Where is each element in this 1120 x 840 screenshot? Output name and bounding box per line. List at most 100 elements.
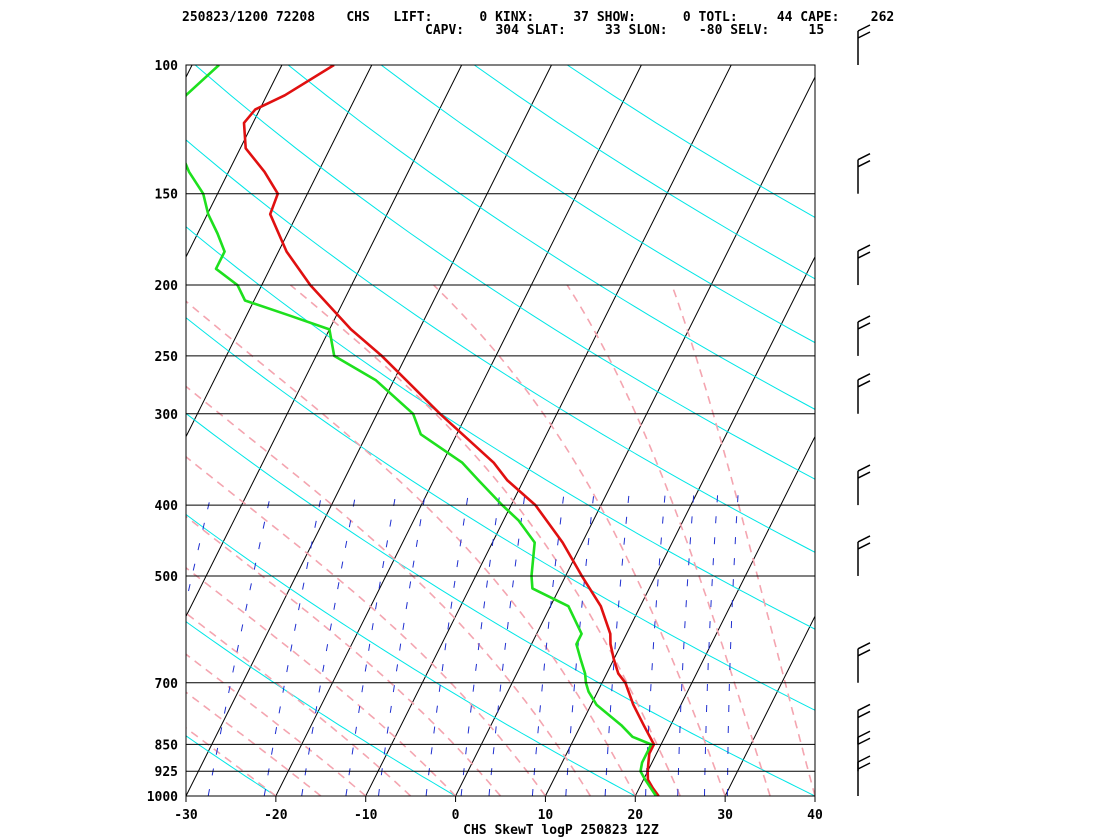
- isotherm-line: [905, 65, 1120, 796]
- isotherm-line: [724, 615, 815, 796]
- moist-adiabat: [186, 515, 502, 796]
- mixing-ratio-line: [604, 488, 630, 796]
- dry-adiabat: [380, 65, 815, 344]
- wind-barb-flag: [857, 244, 871, 252]
- pressure-tick-label: 500: [155, 570, 179, 585]
- temperature-tick-label: -30: [174, 808, 198, 823]
- moist-adiabat: [186, 727, 277, 796]
- wind-barb-flag: [857, 542, 871, 550]
- wind-barb: [857, 755, 871, 796]
- wind-barb-flag: [857, 710, 871, 719]
- mixing-ratio-line: [263, 488, 324, 796]
- isotherm-line: [0, 65, 12, 796]
- wind-barb-flag: [857, 322, 871, 330]
- temperature-tick-label: 30: [717, 808, 733, 823]
- wind-barb-flag: [857, 649, 871, 657]
- dewpoint-profile: [186, 65, 658, 796]
- plot-frame: [185, 64, 816, 797]
- isotherm-line: [814, 794, 815, 796]
- wind-barb: [857, 703, 871, 745]
- pressure-tick-label: 400: [155, 499, 179, 514]
- wind-barb-flag: [857, 471, 871, 479]
- wind-barb-flag: [857, 730, 871, 738]
- dry-adiabat: [287, 65, 815, 410]
- chart-title: CHS SkewT logP 250823 12Z: [463, 823, 659, 838]
- isotherm-line: [455, 76, 815, 796]
- wind-barb: [857, 24, 871, 65]
- isotherm-line: [186, 65, 463, 618]
- mixing-ratio-line: [488, 488, 527, 796]
- wind-barb: [857, 244, 871, 286]
- temperature-tick-label: 0: [452, 808, 460, 823]
- dry-adiabat: [567, 65, 815, 218]
- moist-adiabat: [186, 612, 412, 796]
- moist-adiabat: [186, 300, 637, 796]
- dry-adiabat: [194, 65, 815, 480]
- dry-adiabat: [186, 735, 277, 796]
- wind-barb-flag: [857, 24, 871, 32]
- isotherm-line: [186, 65, 552, 796]
- dry-adiabat: [186, 139, 815, 553]
- moist-adiabat: [289, 284, 681, 796]
- isotherm-line: [634, 435, 815, 796]
- wind-barb: [857, 315, 871, 356]
- moist-adiabat: [186, 566, 457, 796]
- wind-barb-flag: [857, 160, 871, 168]
- dry-adiabat: [186, 513, 636, 796]
- wind-barb: [857, 464, 871, 506]
- wind-barb-flag: [857, 703, 871, 712]
- wind-barb-flag: [857, 31, 871, 39]
- mixing-ratio-line: [565, 488, 595, 796]
- isotherm-line: [544, 255, 815, 796]
- wind-barb-flag: [857, 251, 871, 259]
- pressure-tick-label: 150: [155, 188, 179, 203]
- pressure-tick-label: 200: [155, 279, 179, 294]
- mixing-ratio-line: [425, 488, 470, 796]
- pressure-tick-label: 1000: [147, 790, 178, 805]
- mixing-ratio-line: [301, 488, 358, 796]
- isotherm-line: [186, 65, 373, 438]
- wind-barb: [857, 153, 871, 194]
- wind-barb: [857, 373, 871, 414]
- isotherm-line: [186, 65, 283, 258]
- pressure-tick-label: 700: [155, 677, 179, 692]
- wind-barb-flag: [857, 737, 871, 745]
- wind-barb-flag: [857, 315, 871, 323]
- mixing-ratio-line: [726, 488, 739, 796]
- wind-barb-flag: [857, 373, 871, 381]
- temperature-tick-label: 40: [807, 808, 823, 823]
- isotherm-line: [0, 65, 102, 796]
- moist-adiabat: [433, 284, 726, 796]
- temperature-tick-label: 10: [538, 808, 554, 823]
- isotherm-line: [365, 65, 732, 796]
- mixing-ratio-line: [460, 488, 501, 796]
- mixing-ratio-line: [531, 488, 565, 796]
- pressure-tick-label: 300: [155, 408, 179, 423]
- moist-adiabat: [186, 385, 592, 796]
- pressure-tick-label: 850: [155, 738, 179, 753]
- header-line-1: 250823/1200 72208 CHS LIFT: 0 KINX: 37 S…: [182, 10, 895, 25]
- mixing-ratio-line: [645, 488, 667, 796]
- wind-barb-flag: [857, 762, 871, 770]
- mixing-ratio-line: [345, 488, 398, 796]
- temperature-tick-label: -10: [354, 808, 378, 823]
- pressure-tick-label: 925: [155, 765, 178, 780]
- mixing-ratio-line: [186, 488, 213, 605]
- temperature-tick-label: -20: [264, 808, 288, 823]
- mixing-ratio-line: [704, 488, 719, 796]
- moist-adiabat: [186, 691, 322, 796]
- moist-adiabat: [186, 653, 367, 796]
- mixing-ratio-line: [207, 488, 273, 796]
- wind-barb-flag: [857, 464, 871, 472]
- temperature-tick-label: 20: [627, 808, 643, 823]
- moist-adiabat: [671, 284, 815, 796]
- wind-barb-flag: [857, 642, 871, 650]
- header-line-2: CAPV: 304 SLAT: 33 SLON: -80 SELV: 15: [425, 23, 825, 38]
- wind-barb: [857, 642, 871, 683]
- wind-barb-flag: [857, 755, 871, 763]
- dry-adiabat: [186, 412, 815, 796]
- pressure-tick-label: 250: [155, 350, 179, 365]
- mixing-ratio-line: [378, 488, 427, 796]
- temperature-profile: [242, 65, 660, 796]
